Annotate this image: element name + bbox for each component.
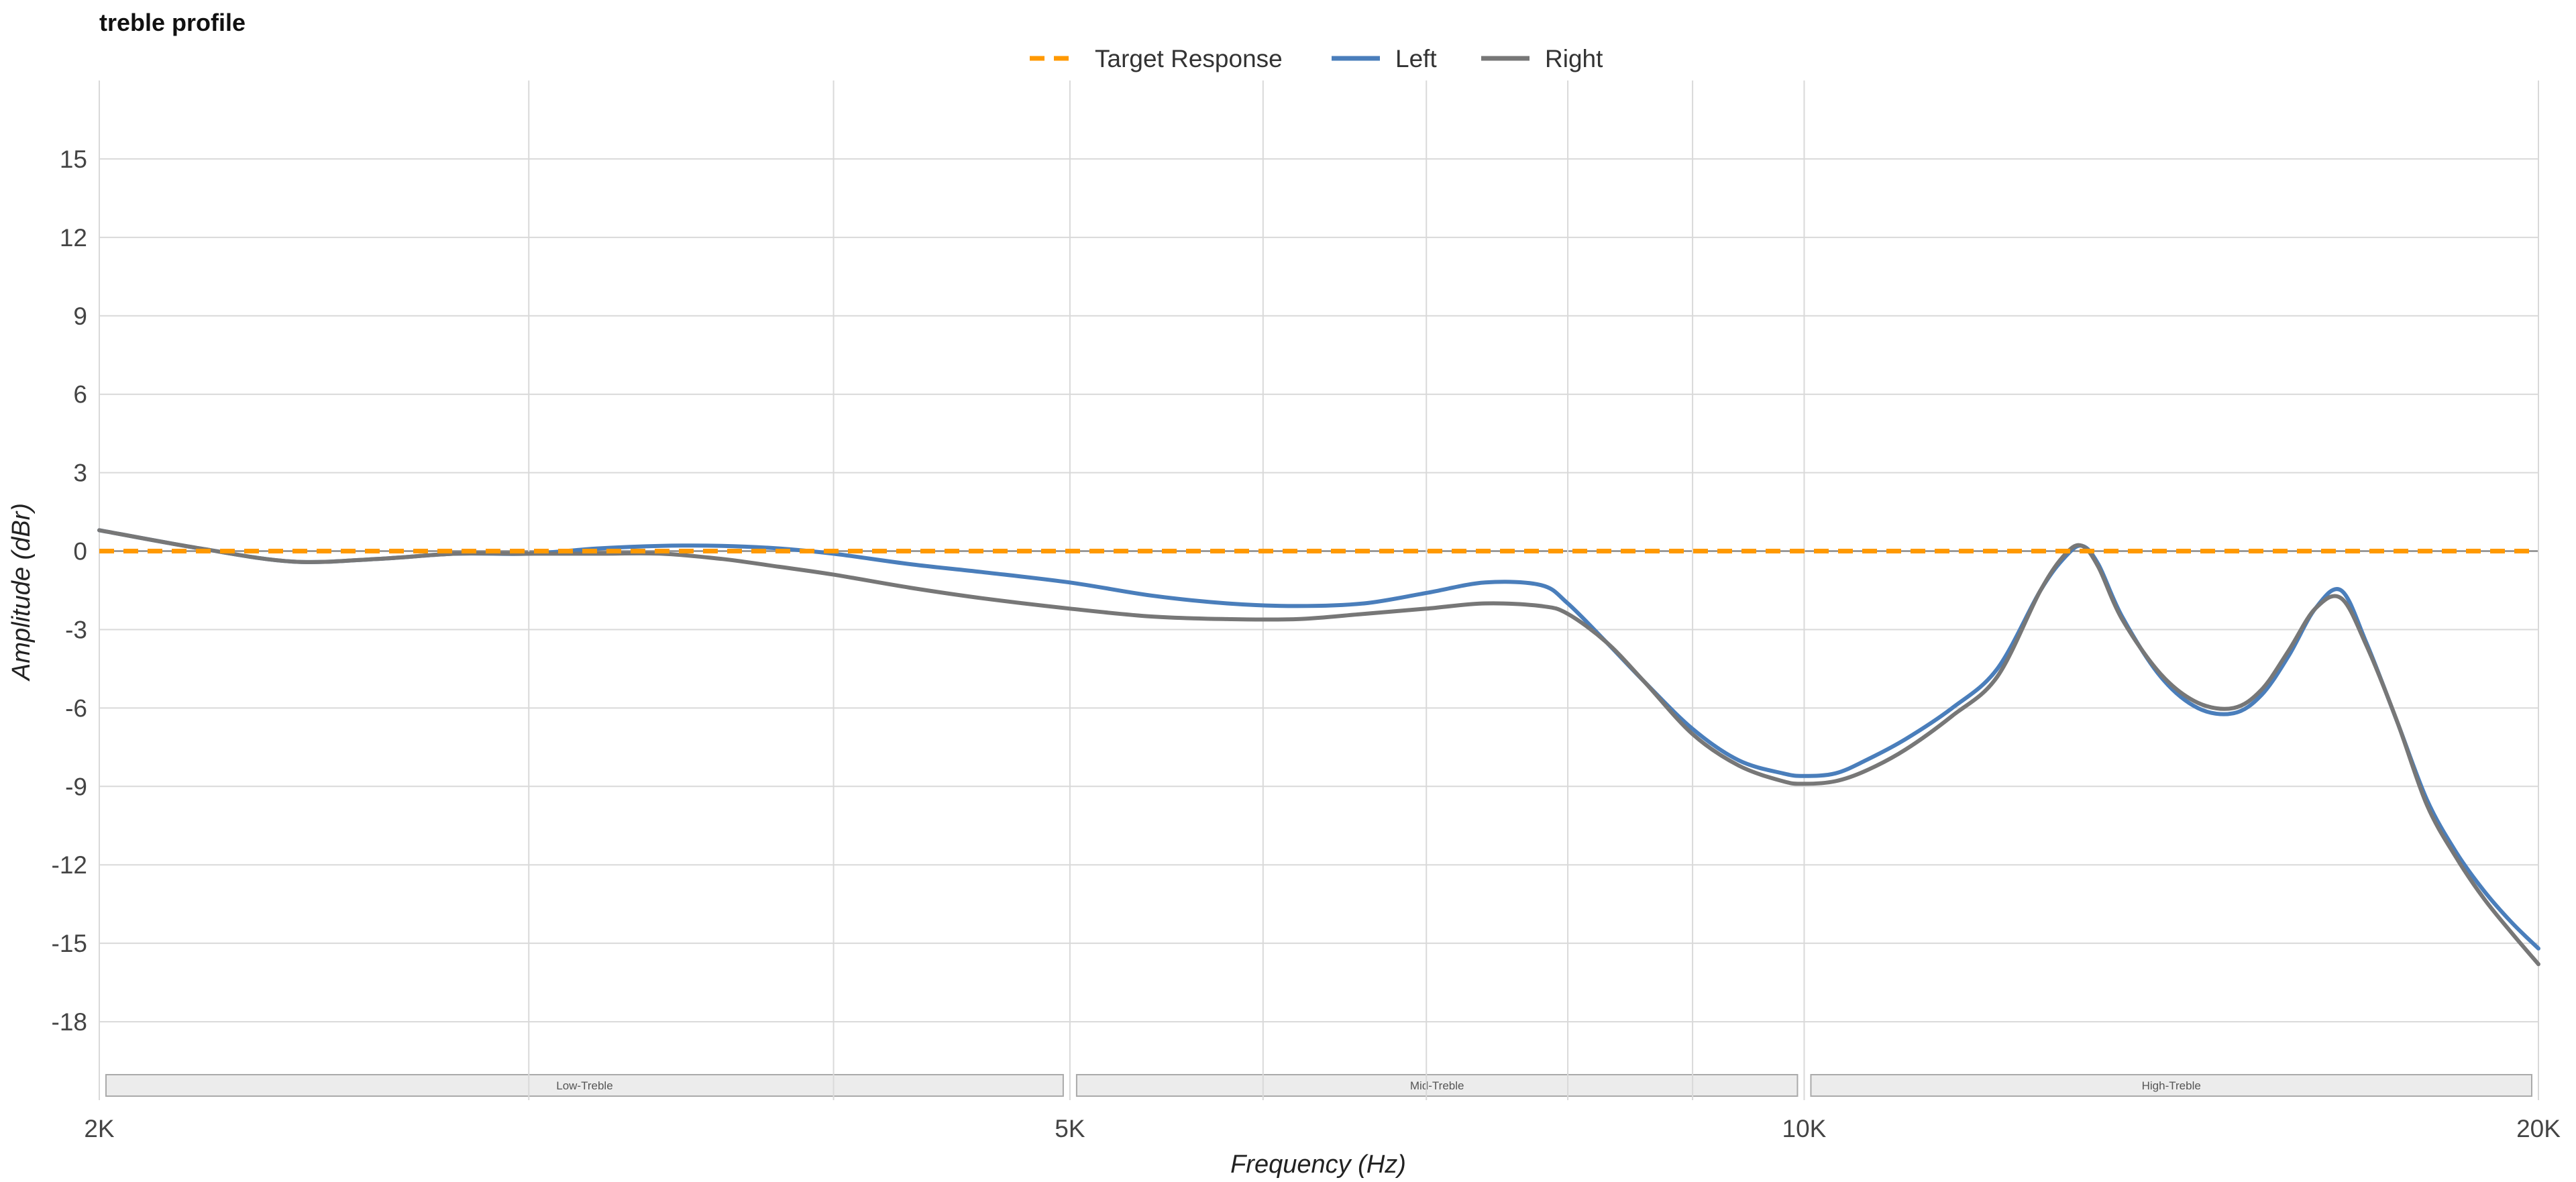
y-tick-label: 6 xyxy=(73,381,87,409)
left-line xyxy=(97,528,2540,951)
grid xyxy=(99,80,2539,1100)
y-tick-label: -6 xyxy=(65,694,87,722)
x-tick-label: 5K xyxy=(1055,1115,1085,1142)
band-box xyxy=(105,1074,1064,1097)
band-box xyxy=(1075,1074,1799,1097)
y-tick-label: 0 xyxy=(73,538,87,566)
y-tick-label: 3 xyxy=(73,460,87,487)
frequency-bands: Low-Treble Mid-Treble High-Treble xyxy=(105,1074,2532,1097)
legend: Target Response Left Right xyxy=(1030,45,1603,72)
y-axis-ticks: 15 12 9 6 3 0 -3 -6 -9 -12 -15 -18 xyxy=(52,146,87,1036)
y-axis-title: Amplitude (dBr) xyxy=(7,503,36,682)
x-axis-title: Frequency (Hz) xyxy=(1230,1150,1406,1179)
right-line xyxy=(97,528,2540,967)
x-tick-label: 20K xyxy=(2516,1115,2561,1142)
band-label: High-Treble xyxy=(2142,1079,2201,1092)
y-tick-label: -15 xyxy=(52,930,87,957)
band-label: Mid-Treble xyxy=(1410,1079,1464,1092)
x-tick-label: 2K xyxy=(84,1115,115,1142)
x-axis-ticks: 2K 5K 10K 20K xyxy=(84,1115,2561,1142)
y-tick-label: -3 xyxy=(65,616,87,643)
y-tick-label: 9 xyxy=(73,303,87,330)
band-label: Low-Treble xyxy=(556,1079,612,1092)
x-tick-label: 10K xyxy=(1782,1115,1827,1142)
y-tick-label: 15 xyxy=(60,146,87,173)
legend-label-left: Left xyxy=(1395,45,1437,72)
y-tick-label: -18 xyxy=(52,1008,87,1036)
y-tick-label: -12 xyxy=(52,851,87,879)
legend-label-right: Right xyxy=(1545,45,1603,72)
y-tick-label: 12 xyxy=(60,224,87,252)
chart-title: treble profile xyxy=(99,9,246,36)
y-tick-label: -9 xyxy=(65,773,87,800)
legend-label-target-response: Target Response xyxy=(1095,45,1283,72)
series-layer xyxy=(97,528,2540,967)
band-box xyxy=(1810,1074,2532,1097)
